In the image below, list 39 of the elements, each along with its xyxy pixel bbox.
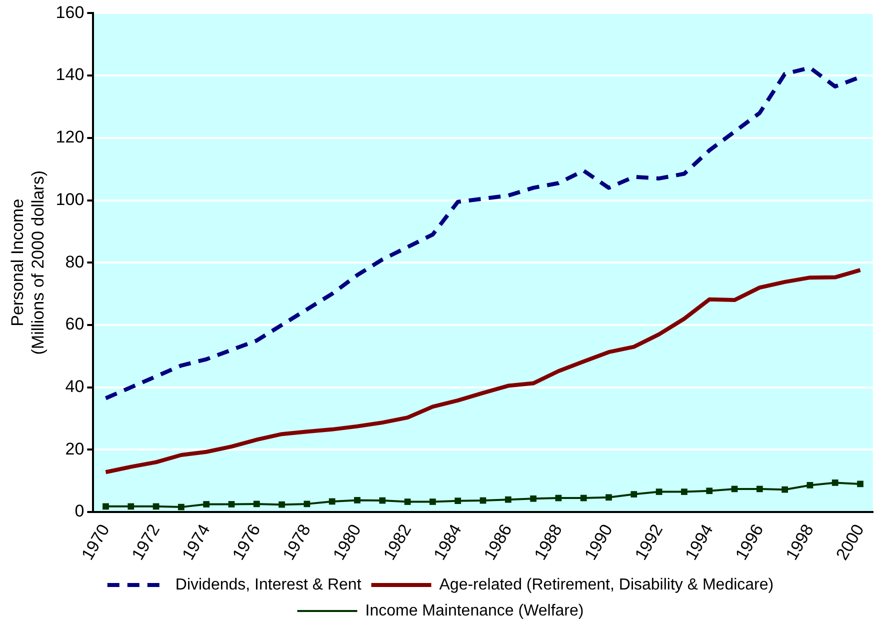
y-tick-label: 0 [74,502,84,521]
y-tick-label: 40 [65,377,84,396]
legend-label: Income Maintenance (Welfare) [365,602,584,620]
y-tick-label: 160 [56,2,84,22]
y-tick-label: 100 [56,190,84,209]
point [253,500,260,508]
point [782,486,788,493]
point [832,480,838,486]
point [580,494,587,502]
point [857,480,864,488]
point [806,482,814,488]
y-tick-label: 80 [65,252,84,272]
point [178,504,184,510]
legend-label: Dividends, Interest & Rent [175,576,362,594]
y-tick-label: 60 [65,314,84,334]
point [379,497,386,504]
legend-label: Age-related (Retirement, Disability & Medicare) [439,576,774,594]
point [203,501,210,508]
y-tick-label: 20 [65,439,84,458]
point [606,494,612,501]
point [328,498,336,505]
point [102,503,109,510]
point [504,496,512,503]
point [454,498,462,504]
point [656,488,662,495]
point [278,501,285,508]
y-tick-label: 120 [56,128,84,147]
point [354,497,360,504]
y-tick-label: 140 [56,65,84,84]
point [706,488,713,494]
point [128,503,134,510]
point [681,488,688,495]
point [630,491,638,498]
point [530,495,536,502]
point [756,486,763,492]
y-axis-title: Personal Income (Millions of 2000 dollars) [8,170,48,355]
point [228,501,235,508]
point [404,498,411,505]
point [430,498,436,505]
